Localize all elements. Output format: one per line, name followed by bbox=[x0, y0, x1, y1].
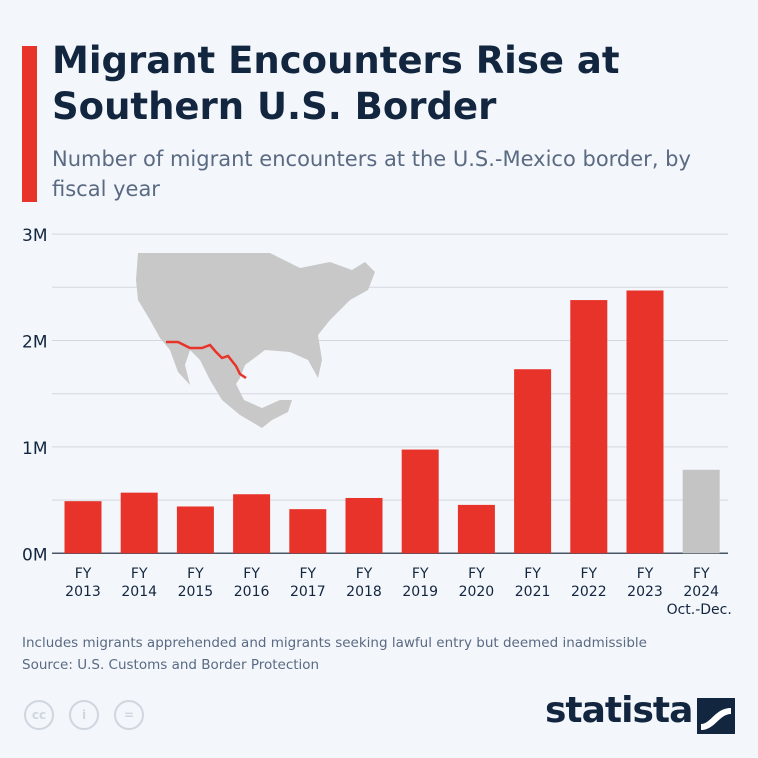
x-tick-label: FY bbox=[356, 566, 373, 582]
no-derivatives-icon[interactable]: = bbox=[114, 700, 144, 730]
bar[interactable] bbox=[457, 504, 495, 554]
bar[interactable] bbox=[120, 492, 158, 554]
bar[interactable] bbox=[570, 300, 608, 554]
y-tick-label: 0M bbox=[22, 545, 47, 565]
bar[interactable] bbox=[233, 494, 271, 554]
x-tick-label: FY bbox=[243, 566, 260, 582]
x-tick-label: FY bbox=[299, 566, 316, 582]
x-tick-label: FY bbox=[637, 566, 654, 582]
x-tick-label: 2016 bbox=[234, 584, 270, 600]
note-text: Includes migrants apprehended and migran… bbox=[22, 635, 647, 651]
attribution-icon[interactable]: i bbox=[69, 700, 99, 730]
x-tick-label: 2021 bbox=[515, 584, 551, 600]
bar[interactable] bbox=[682, 469, 720, 554]
bar-chart: 0M 1M 2M 3M FY 2013 FY 2014 FY 2015 FY 2016 FY 2017 F… bbox=[22, 226, 732, 618]
accent-bar bbox=[22, 46, 37, 202]
x-tick-label: FY bbox=[580, 566, 597, 582]
bar[interactable] bbox=[345, 497, 383, 554]
x-tick-label: 2015 bbox=[178, 584, 214, 600]
bar[interactable] bbox=[289, 509, 327, 554]
y-tick-label: 1M bbox=[22, 439, 47, 459]
x-tick-label: FY bbox=[524, 566, 541, 582]
x-tick-label: FY bbox=[412, 566, 429, 582]
x-tick-label: 2023 bbox=[627, 584, 663, 600]
x-tick-label: 2014 bbox=[121, 584, 157, 600]
x-tick-label: FY bbox=[131, 566, 148, 582]
us-mexico-map-icon bbox=[136, 253, 375, 428]
bar[interactable] bbox=[176, 506, 214, 554]
source-text: Source: U.S. Customs and Border Protecti… bbox=[22, 657, 320, 673]
bar[interactable] bbox=[626, 290, 664, 554]
bar[interactable] bbox=[401, 449, 439, 554]
x-tick-label: FY bbox=[187, 566, 204, 582]
x-tick-label: 2013 bbox=[65, 584, 101, 600]
chart-subtitle: Number of migrant encounters at the U.S.… bbox=[52, 147, 691, 201]
x-tick-label: FY bbox=[693, 566, 710, 582]
x-tick-label: 2020 bbox=[459, 584, 495, 600]
x-tick-label: 2018 bbox=[346, 584, 382, 600]
bar[interactable] bbox=[64, 501, 102, 554]
x-tick-label: 2019 bbox=[402, 584, 438, 600]
x-tick-label: 2024 bbox=[683, 584, 719, 600]
bar[interactable] bbox=[514, 369, 552, 554]
y-tick-label: 3M bbox=[22, 226, 47, 246]
statista-logo[interactable]: statista bbox=[545, 690, 693, 731]
cc-icon[interactable]: cc bbox=[24, 700, 54, 730]
x-tick-label: 2017 bbox=[290, 584, 326, 600]
x-tick-label: FY bbox=[75, 566, 92, 582]
footnote: Includes migrants apprehended and migran… bbox=[22, 632, 647, 676]
x-tick-label: FY bbox=[468, 566, 485, 582]
statista-logo-mark-icon bbox=[697, 698, 735, 734]
x-tick-label: 2022 bbox=[571, 584, 607, 600]
chart-title: Migrant Encounters Rise at Southern U.S.… bbox=[52, 39, 620, 128]
y-tick-label: 2M bbox=[22, 333, 47, 353]
x-tick-label: Oct.-Dec. bbox=[667, 602, 732, 618]
